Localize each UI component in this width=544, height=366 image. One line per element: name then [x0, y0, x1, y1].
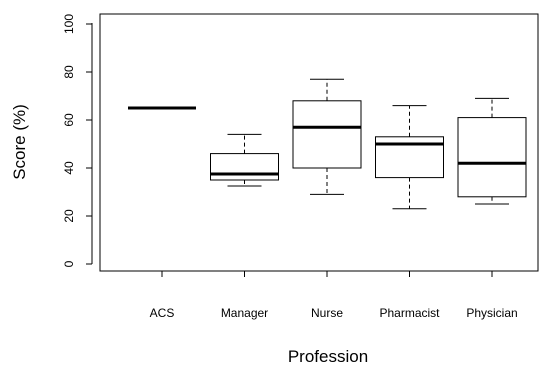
x-tick-labels: ACS Manager Nurse Pharmacist Physician — [150, 271, 518, 320]
y-tick-label-100: 100 — [62, 14, 76, 34]
boxes-group — [128, 78, 527, 210]
box-body-physician — [457, 117, 527, 198]
x-tick-label-pharmacist: Pharmacist — [379, 306, 440, 320]
y-tick-label-0: 0 — [62, 260, 76, 267]
x-tick-label-nurse: Nurse — [311, 306, 343, 320]
plot-frame-group — [99, 13, 539, 272]
y-axis: 0 20 40 60 80 100 — [62, 14, 93, 267]
y-tick-label-60: 60 — [62, 113, 76, 127]
x-tick-label-physician: Physician — [466, 306, 517, 320]
box-manager — [210, 133, 279, 187]
box-nurse — [292, 78, 362, 195]
y-axis-title: Score (%) — [10, 104, 29, 180]
y-tick-label-40: 40 — [62, 161, 76, 175]
box-pharmacist — [375, 105, 444, 210]
y-tick-label-20: 20 — [62, 209, 76, 223]
box-body-manager — [210, 153, 279, 181]
plot-frame — [99, 13, 539, 272]
x-axis-title: Profession — [288, 347, 368, 366]
box-physician — [457, 97, 527, 205]
x-tick-label-acs: ACS — [150, 306, 175, 320]
box-body-nurse — [292, 100, 362, 169]
x-tick-label-manager: Manager — [221, 306, 268, 320]
y-tick-label-80: 80 — [62, 65, 76, 79]
